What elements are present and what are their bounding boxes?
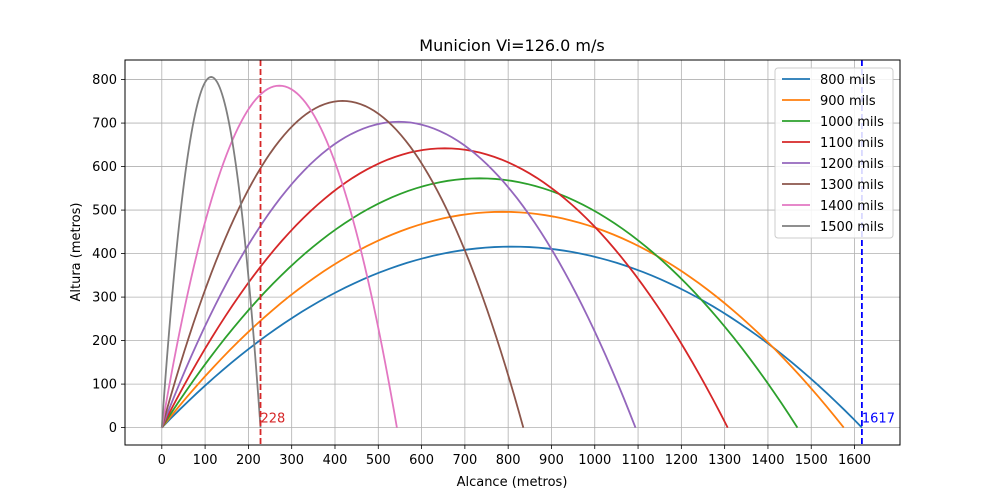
y-tick-label: 700 <box>92 117 117 132</box>
series-line <box>160 76 262 428</box>
legend-entry: 1300 mils <box>820 178 884 193</box>
x-tick-label: 800 <box>496 453 521 468</box>
x-tick-label: 1300 <box>708 453 741 468</box>
reference-line-label: 228 <box>261 412 286 427</box>
series-line <box>160 147 729 429</box>
series-line <box>161 177 799 429</box>
x-tick-label: 1500 <box>795 453 828 468</box>
y-axis-ticks: 0 100 200 300 400 500 600 700 800 <box>92 73 125 436</box>
x-tick-label: 100 <box>193 453 218 468</box>
y-tick-label: 500 <box>92 204 117 219</box>
x-tick-label: 1400 <box>751 453 784 468</box>
x-tick-label: 900 <box>539 453 564 468</box>
series-line <box>160 120 637 428</box>
legend-entry: 1500 mils <box>820 220 884 235</box>
series-line <box>160 99 525 428</box>
y-axis-label: Altura (metros) <box>69 203 84 302</box>
legend-entry: 800 mils <box>820 73 876 88</box>
x-axis-ticks: 0 100 200 300 400 500 600 700 800 900 1000 1100 1200… <box>158 445 871 468</box>
y-tick-label: 300 <box>92 291 117 306</box>
legend-entry: 1100 mils <box>820 136 884 151</box>
y-tick-label: 400 <box>92 247 117 262</box>
x-tick-label: 1100 <box>622 453 655 468</box>
legend: 800 mils 900 mils 1000 mils 1100 mils 1200 m… <box>774 67 894 239</box>
plot-frame <box>124 59 901 446</box>
y-tick-label: 200 <box>92 334 117 349</box>
series-line <box>161 245 863 429</box>
x-tick-label: 400 <box>323 453 348 468</box>
x-tick-label: 700 <box>452 453 477 468</box>
x-tick-label: 1600 <box>838 453 871 468</box>
x-tick-label: 600 <box>409 453 434 468</box>
legend-entry: 1200 mils <box>820 157 884 172</box>
reference-line-label: 1617 <box>862 412 895 427</box>
x-tick-label: 300 <box>279 453 304 468</box>
legend-box <box>774 67 894 239</box>
x-tick-label: 200 <box>236 453 261 468</box>
x-tick-label: 1000 <box>578 453 611 468</box>
plot-background <box>125 60 900 445</box>
y-tick-label: 100 <box>92 378 117 393</box>
series-line <box>160 84 398 428</box>
x-tick-label: 1200 <box>665 453 698 468</box>
legend-entry: 1000 mils <box>820 115 884 130</box>
y-tick-label: 0 <box>109 421 117 436</box>
x-tick-label: 0 <box>158 453 166 468</box>
legend-entry: 1400 mils <box>820 199 884 214</box>
x-axis-label: Alcance (metros) <box>457 475 568 490</box>
y-tick-label: 600 <box>92 160 117 175</box>
x-tick-label: 500 <box>366 453 391 468</box>
y-tick-label: 800 <box>92 73 117 88</box>
chart-title: Municion Vi=126.0 m/s <box>419 36 604 55</box>
legend-entry: 900 mils <box>820 94 876 109</box>
series-lines <box>160 76 863 429</box>
series-line <box>161 210 845 429</box>
grid <box>125 60 900 445</box>
